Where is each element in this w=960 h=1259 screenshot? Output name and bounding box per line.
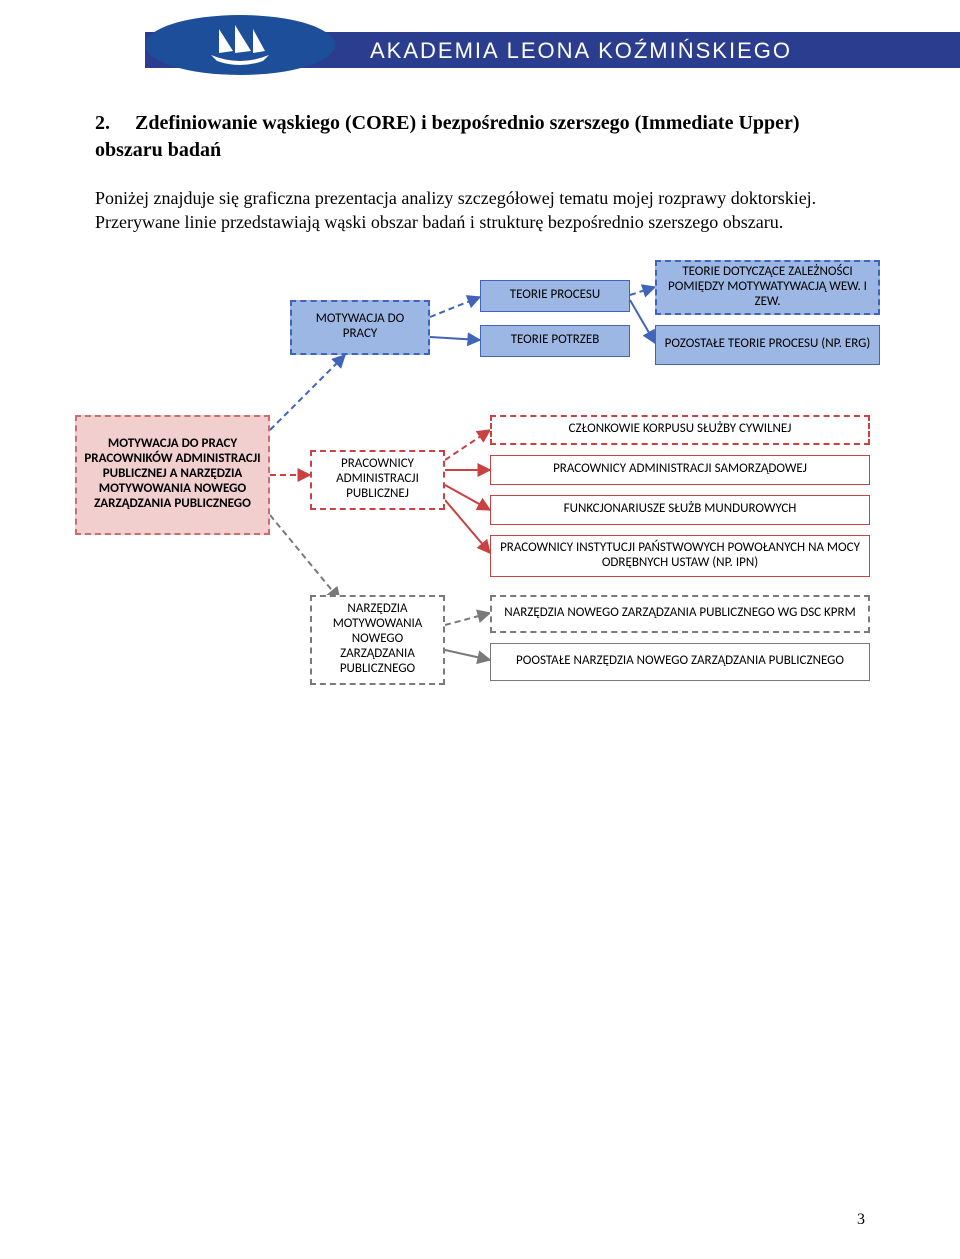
research-area-diagram: MOTYWACJA DO PRACY TEORIE PROCESU TEORIE P…	[95, 255, 865, 775]
node-prac_admin: PRACOWNICY ADMINISTRACJI PUBLICZNEJ	[310, 450, 445, 510]
ship-icon	[205, 21, 275, 69]
node-teorie_potrzeb: TEORIE POTRZEB	[480, 325, 630, 357]
section-title: Zdefiniowanie wąskiego (CORE) i bezpośre…	[95, 112, 800, 161]
section-number: 2.	[95, 110, 135, 137]
header-bar: AKADEMIA LEONA KOŹMIŃSKIEGO	[0, 10, 960, 80]
institution-name: AKADEMIA LEONA KOŹMIŃSKIEGO	[370, 38, 792, 64]
node-funkc_mundur: FUNKCJONARIUSZE SŁUŻB MUNDUROWYCH	[490, 495, 870, 525]
node-teorie_procesu: TEORIE PROCESU	[480, 280, 630, 312]
node-prac_inst: PRACOWNICY INSTYTUCJI PAŃSTWOWYCH POWOŁA…	[490, 535, 870, 577]
page-number: 3	[857, 1211, 865, 1229]
node-pozostale_proc: POZOSTAŁE TEORIE PROCESU (NP. ERG)	[655, 325, 880, 365]
node-narz_dsc: NARZĘDZIA NOWEGO ZARZĄDZANIA PUBLICZNEGO…	[490, 595, 870, 633]
intro-paragraph: Poniżej znajduje się graficzna prezentac…	[95, 186, 865, 235]
node-czlonkowie: CZŁONKOWIE KORPUSU SŁUŻBY CYWILNEJ	[490, 415, 870, 445]
page-content: 2.Zdefiniowanie wąskiego (CORE) i bezpoś…	[0, 110, 960, 775]
node-narz_mot: NARZĘDZIA MOTYWOWANIA NOWEGO ZARZĄDZANIA…	[310, 595, 445, 685]
node-core: MOTYWACJA DO PRACY PRACOWNIKÓW ADMINISTR…	[75, 415, 270, 535]
node-mot_pracy: MOTYWACJA DO PRACY	[290, 300, 430, 355]
node-prac_samorz: PRACOWNICY ADMINISTRACJI SAMORZĄDOWEJ	[490, 455, 870, 485]
section-heading: 2.Zdefiniowanie wąskiego (CORE) i bezpoś…	[95, 110, 865, 164]
node-teorie_zalez: TEORIE DOTYCZĄCE ZALEŻNOŚCI POMIĘDZY MOT…	[655, 260, 880, 315]
logo-oval	[145, 15, 335, 75]
node-poost_narz: POOSTAŁE NARZĘDZIA NOWEGO ZARZĄDZANIA PU…	[490, 643, 870, 681]
